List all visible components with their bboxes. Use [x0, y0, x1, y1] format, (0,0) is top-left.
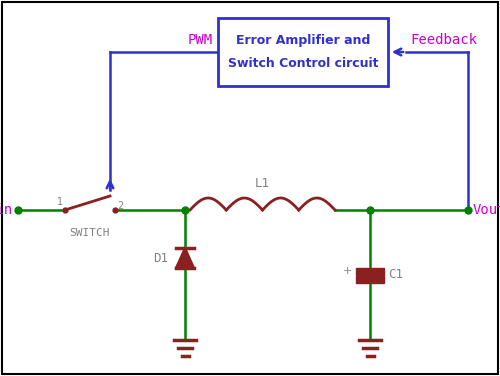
Text: L1: L1 [255, 177, 270, 190]
Polygon shape [356, 276, 384, 282]
Text: Switch Control circuit: Switch Control circuit [228, 57, 378, 70]
Text: Feedback: Feedback [410, 33, 477, 47]
Text: PWM: PWM [188, 33, 213, 47]
Polygon shape [176, 248, 194, 268]
Text: SWITCH: SWITCH [70, 228, 110, 238]
Text: C1: C1 [388, 268, 403, 282]
Text: D1: D1 [153, 252, 168, 264]
Text: Vin: Vin [0, 203, 13, 217]
Text: 1: 1 [57, 197, 63, 207]
Text: +: + [342, 266, 352, 276]
Bar [218, 18, 388, 86]
Text: Vout: Vout [473, 203, 500, 217]
Text: 2: 2 [117, 201, 123, 211]
Text: Error Amplifier and: Error Amplifier and [236, 34, 370, 47]
Polygon shape [356, 267, 384, 274]
